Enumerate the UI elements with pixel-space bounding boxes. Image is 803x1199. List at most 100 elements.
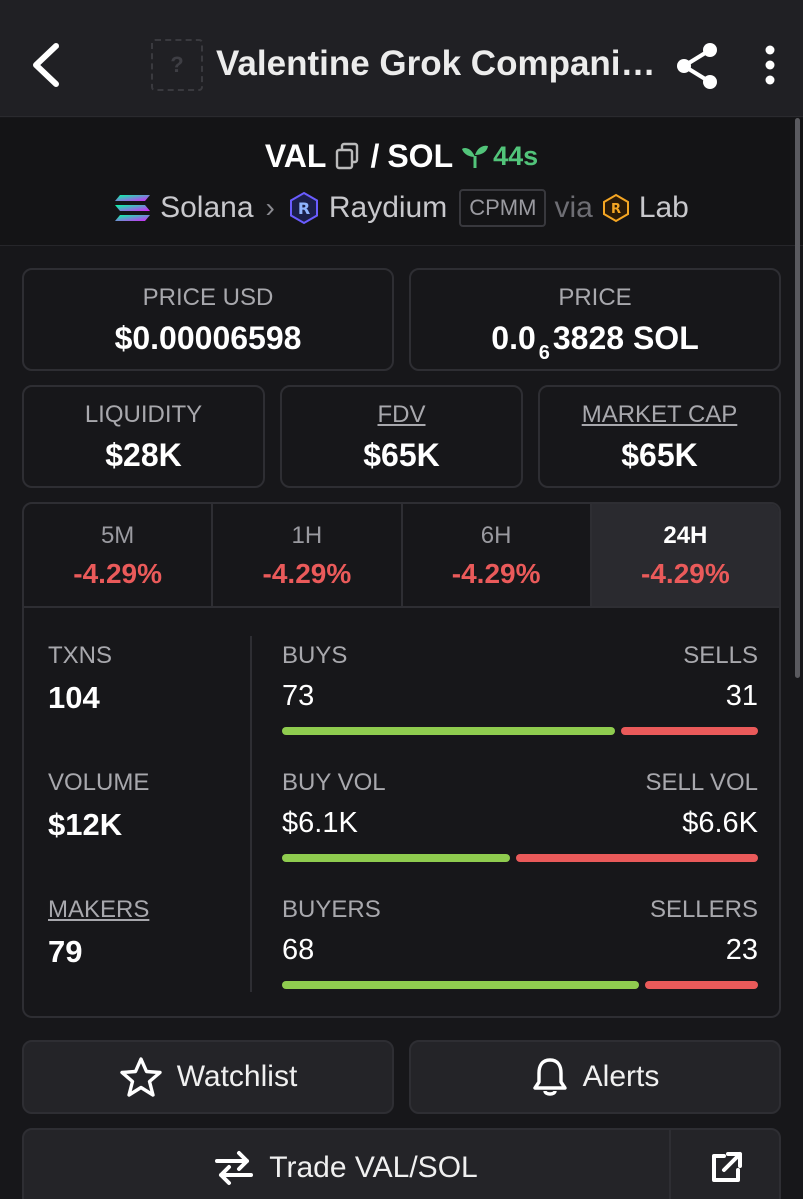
route-line: Solana › R Raydium CPMM via R Lab <box>0 184 803 232</box>
open-external-button[interactable] <box>669 1128 781 1199</box>
buyers-bar <box>282 981 639 989</box>
via-text: via <box>554 191 593 224</box>
price-native-value: 0.0 63828 SOL <box>411 320 779 364</box>
buys-label: BUYS <box>282 642 348 669</box>
sells-value: 31 <box>725 680 758 712</box>
price-usd-value: $0.00006598 <box>114 320 302 356</box>
buyers-label: BUYERS <box>282 896 381 923</box>
sell-vol-value: $6.6K <box>682 807 758 839</box>
bell-icon <box>532 1058 567 1096</box>
buyers-value: 68 <box>282 934 315 966</box>
sellers-value: 23 <box>725 934 758 966</box>
more-options-button[interactable] <box>756 40 784 90</box>
star-icon <box>120 1057 162 1097</box>
scrollbar[interactable] <box>795 118 800 678</box>
volume-split-row: BUY VOL SELL VOL $6.1K $6.6K <box>282 769 758 862</box>
sell-vol-label: SELL VOL <box>645 769 758 796</box>
launchpad-logo-icon: R <box>602 193 629 223</box>
pair-separator: / <box>370 137 380 174</box>
top-bar: ? Valentine Grok Companion <box>0 0 803 117</box>
price-native-box: PRICE 0.0 63828 SOL <box>409 268 781 371</box>
watchlist-button[interactable]: Watchlist <box>22 1040 394 1114</box>
volume-label: VOLUME <box>48 769 150 796</box>
trade-button[interactable]: Trade VAL/SOL <box>22 1128 781 1199</box>
buy-vol-label: BUY VOL <box>282 769 386 796</box>
price-label: PRICE <box>558 284 632 311</box>
buy-vol-value: $6.1K <box>282 807 358 839</box>
tab-change: -4.29% <box>641 558 730 589</box>
solana-logo-icon <box>115 195 151 221</box>
tab-5m[interactable]: 5M -4.29% <box>24 504 214 606</box>
fdv-value: $65K <box>363 437 440 473</box>
sell-vol-bar <box>516 854 758 862</box>
volume-stat: VOLUME $12K <box>48 769 149 843</box>
tab-1h[interactable]: 1H -4.29% <box>213 504 403 606</box>
back-button[interactable] <box>26 40 70 90</box>
txns-value: 104 <box>48 680 100 715</box>
tab-change: -4.29% <box>73 558 162 589</box>
alerts-label: Alerts <box>582 1060 660 1093</box>
tab-label: 5M <box>100 522 135 549</box>
market-cap-label[interactable]: MARKET CAP <box>581 401 738 428</box>
timeframe-tabs: 5M -4.29% 1H -4.29% 6H -4.29% 24H -4.29% <box>24 504 779 608</box>
external-link-icon <box>712 1152 742 1182</box>
share-button[interactable] <box>674 40 722 90</box>
chain-name[interactable]: Solana <box>160 191 254 224</box>
alerts-button[interactable]: Alerts <box>409 1040 781 1114</box>
price-usd-label: PRICE USD <box>142 284 274 311</box>
price-usd-box: PRICE USD $0.00006598 <box>22 268 394 371</box>
market-cap-box[interactable]: MARKET CAP $65K <box>538 385 781 488</box>
buys-bar <box>282 727 616 735</box>
quote-symbol: SOL <box>387 137 454 174</box>
pair-info: VAL / SOL 44s Solana › <box>0 118 803 246</box>
fdv-label[interactable]: FDV <box>377 401 426 428</box>
makers-label[interactable]: MAKERS <box>48 896 150 923</box>
tab-6h[interactable]: 6H -4.29% <box>403 504 592 606</box>
pair-age: 44s <box>461 141 538 172</box>
pool-type-badge: CPMM <box>459 189 547 227</box>
volume-value: $12K <box>48 807 123 842</box>
txns-label: TXNS <box>48 642 113 669</box>
dex-name[interactable]: Raydium <box>328 191 448 224</box>
tab-label: 6H <box>480 522 512 549</box>
buys-sells-bar <box>282 727 758 735</box>
makers-stat[interactable]: MAKERS 79 <box>48 896 149 970</box>
makers-value: 79 <box>48 934 83 969</box>
sells-label: SELLS <box>683 642 758 669</box>
copy-icon[interactable] <box>334 142 360 170</box>
tab-change: -4.29% <box>451 558 541 589</box>
age-text: 44s <box>493 140 539 171</box>
price-zero-count: 6 <box>538 342 550 364</box>
sellers-label: SELLERS <box>649 896 758 923</box>
share-icon <box>677 43 717 89</box>
tab-24h[interactable]: 24H -4.29% <box>591 504 779 606</box>
chevron-right-icon: › <box>265 192 275 223</box>
market-cap-value: $65K <box>621 437 698 473</box>
launchpad-name[interactable]: Lab <box>638 191 689 224</box>
svg-text:R: R <box>611 202 621 217</box>
volume-split-bar <box>282 854 758 862</box>
tab-change: -4.29% <box>262 558 352 589</box>
raydium-logo-icon: R <box>289 191 318 225</box>
buys-sells-row: BUYS SELLS 73 31 <box>282 642 758 735</box>
placeholder-glyph: ? <box>170 52 184 77</box>
pair-line: VAL / SOL 44s <box>0 134 803 178</box>
txns-stat: TXNS 104 <box>48 642 112 716</box>
activity-panel: 5M -4.29% 1H -4.29% 6H -4.29% 24H -4.29%… <box>22 502 781 1018</box>
sells-bar <box>621 727 758 735</box>
fdv-box[interactable]: FDV $65K <box>280 385 523 488</box>
svg-text:R: R <box>298 199 310 218</box>
token-image-placeholder: ? <box>151 39 203 91</box>
column-divider <box>250 636 252 992</box>
trade-label: Trade VAL/SOL <box>269 1151 478 1184</box>
buyers-sellers-row: BUYERS SELLERS 68 23 <box>282 896 758 989</box>
price-suffix: 3828 SOL <box>552 320 699 356</box>
liquidity-label: LIQUIDITY <box>84 401 203 428</box>
tab-label: 1H <box>291 522 323 549</box>
sellers-bar <box>645 981 758 989</box>
swap-arrows-icon <box>215 1151 254 1185</box>
buys-value: 73 <box>282 680 315 712</box>
tab-label: 24H <box>663 522 708 549</box>
chevron-left-icon <box>33 43 59 87</box>
price-prefix: 0.0 <box>491 320 536 356</box>
